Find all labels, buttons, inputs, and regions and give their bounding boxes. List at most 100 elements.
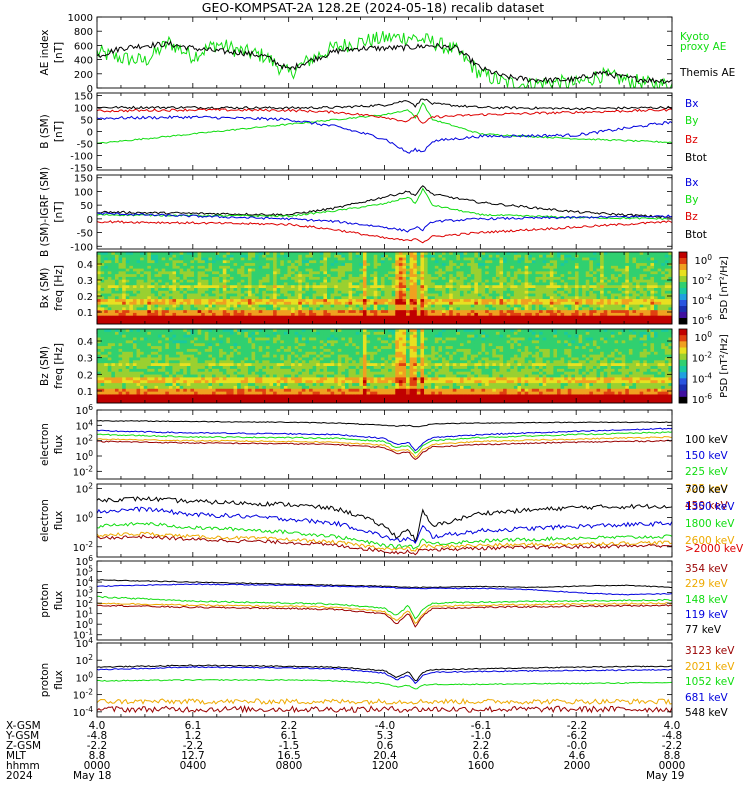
heatmap-cell [129,391,134,395]
heatmap-cell [542,274,547,278]
heatmap-cell [485,279,490,283]
heatmap-cell [97,329,101,333]
heatmap-cell [477,299,482,303]
heatmap-cell [366,318,371,322]
heatmap-cell [398,254,403,258]
heatmap-cell [528,265,533,270]
heatmap-cell [255,304,260,308]
colorbar-swatch [679,288,687,295]
heatmap-cell [391,271,396,275]
heatmap-cell [273,293,278,297]
heatmap-cell [204,271,209,275]
heatmap-cell [352,312,357,317]
heatmap-cell [463,310,468,314]
heatmap-cell [362,279,367,283]
heatmap-cell [571,254,576,258]
heatmap-cell [557,271,561,275]
y-tick-label: 800 [74,27,93,38]
heatmap-cell [628,318,633,322]
heatmap-cell [118,360,123,364]
heatmap-cell [334,268,339,272]
heatmap-cell [398,304,403,308]
heatmap-cell [596,254,601,258]
heatmap-cell [424,279,429,283]
heatmap-cell [499,290,504,294]
heatmap-cell [503,293,508,297]
heatmap-cell [161,351,166,356]
heatmap-cell [136,304,141,308]
heatmap-cell [287,296,292,300]
heatmap-cell [431,293,436,297]
heatmap-cell [596,268,601,272]
heatmap-cell [600,321,605,325]
heatmap-cell [107,274,112,278]
heatmap-cell [158,337,163,341]
heatmap-cell [391,279,396,283]
heatmap-cell [154,340,159,344]
heatmap-cell [107,400,112,404]
heatmap-cell [355,296,360,300]
heatmap-cell [204,268,209,272]
heatmap-cell [553,260,558,264]
heatmap-cell [316,290,321,294]
heatmap-cell [445,310,450,314]
heatmap-cell [323,296,328,300]
heatmap-cell [100,279,105,283]
heatmap-cell [118,391,123,395]
heatmap-cell [312,279,317,283]
heatmap-cell [229,288,234,292]
heatmap-cell [140,276,145,281]
heatmap-cell [147,274,152,278]
heatmap-cell [334,274,339,278]
heatmap-cell [402,296,407,300]
heatmap-cell [255,254,260,258]
heatmap-cell [391,260,396,264]
heatmap-cell [531,312,536,317]
heatmap-cell [553,296,558,300]
heatmap-cell [492,288,497,292]
heatmap-cell [301,307,306,311]
heatmap-cell [442,252,446,256]
heatmap-cell [531,304,536,308]
heatmap-cell [510,279,515,283]
heatmap-cell [459,252,464,256]
heatmap-cell [258,271,263,275]
heatmap-cell [161,385,166,390]
heatmap-cell [330,318,335,322]
heatmap-cell [650,260,655,264]
heatmap-cell [229,274,234,278]
heatmap-cell [176,290,181,294]
series-line-bx [96,115,673,154]
heatmap-cell [100,304,105,308]
heatmap-cell [283,257,288,261]
heatmap-cell [517,279,522,283]
heatmap-cell [391,318,396,322]
heatmap-cell [215,301,220,306]
heatmap-cell [176,274,181,278]
heatmap-cell [301,299,306,303]
heatmap-cell [341,304,346,308]
heatmap-cell [247,312,252,317]
heatmap-cell [456,312,461,317]
heatmap-cell [176,310,181,314]
heatmap-cell [269,301,274,306]
heatmap-cell [600,315,605,319]
heatmap-cell [636,304,641,308]
heatmap-cell [247,304,252,308]
heatmap-cell [330,307,335,311]
heatmap-cell [190,288,195,292]
heatmap-cell [467,260,472,264]
heatmap-cell [273,276,278,281]
heatmap-cell [251,263,256,267]
heatmap-cell [456,279,461,283]
heatmap-cell [165,296,170,300]
heatmap-cell [510,252,515,256]
heatmap-cell [416,257,421,261]
heatmap-cell [341,296,346,300]
heatmap-cell [197,340,202,344]
heatmap-cell [212,263,216,267]
heatmap-cell [553,282,558,286]
heatmap-cell [492,299,497,303]
heatmap-cell [582,315,587,319]
heatmap-cell [589,276,594,281]
